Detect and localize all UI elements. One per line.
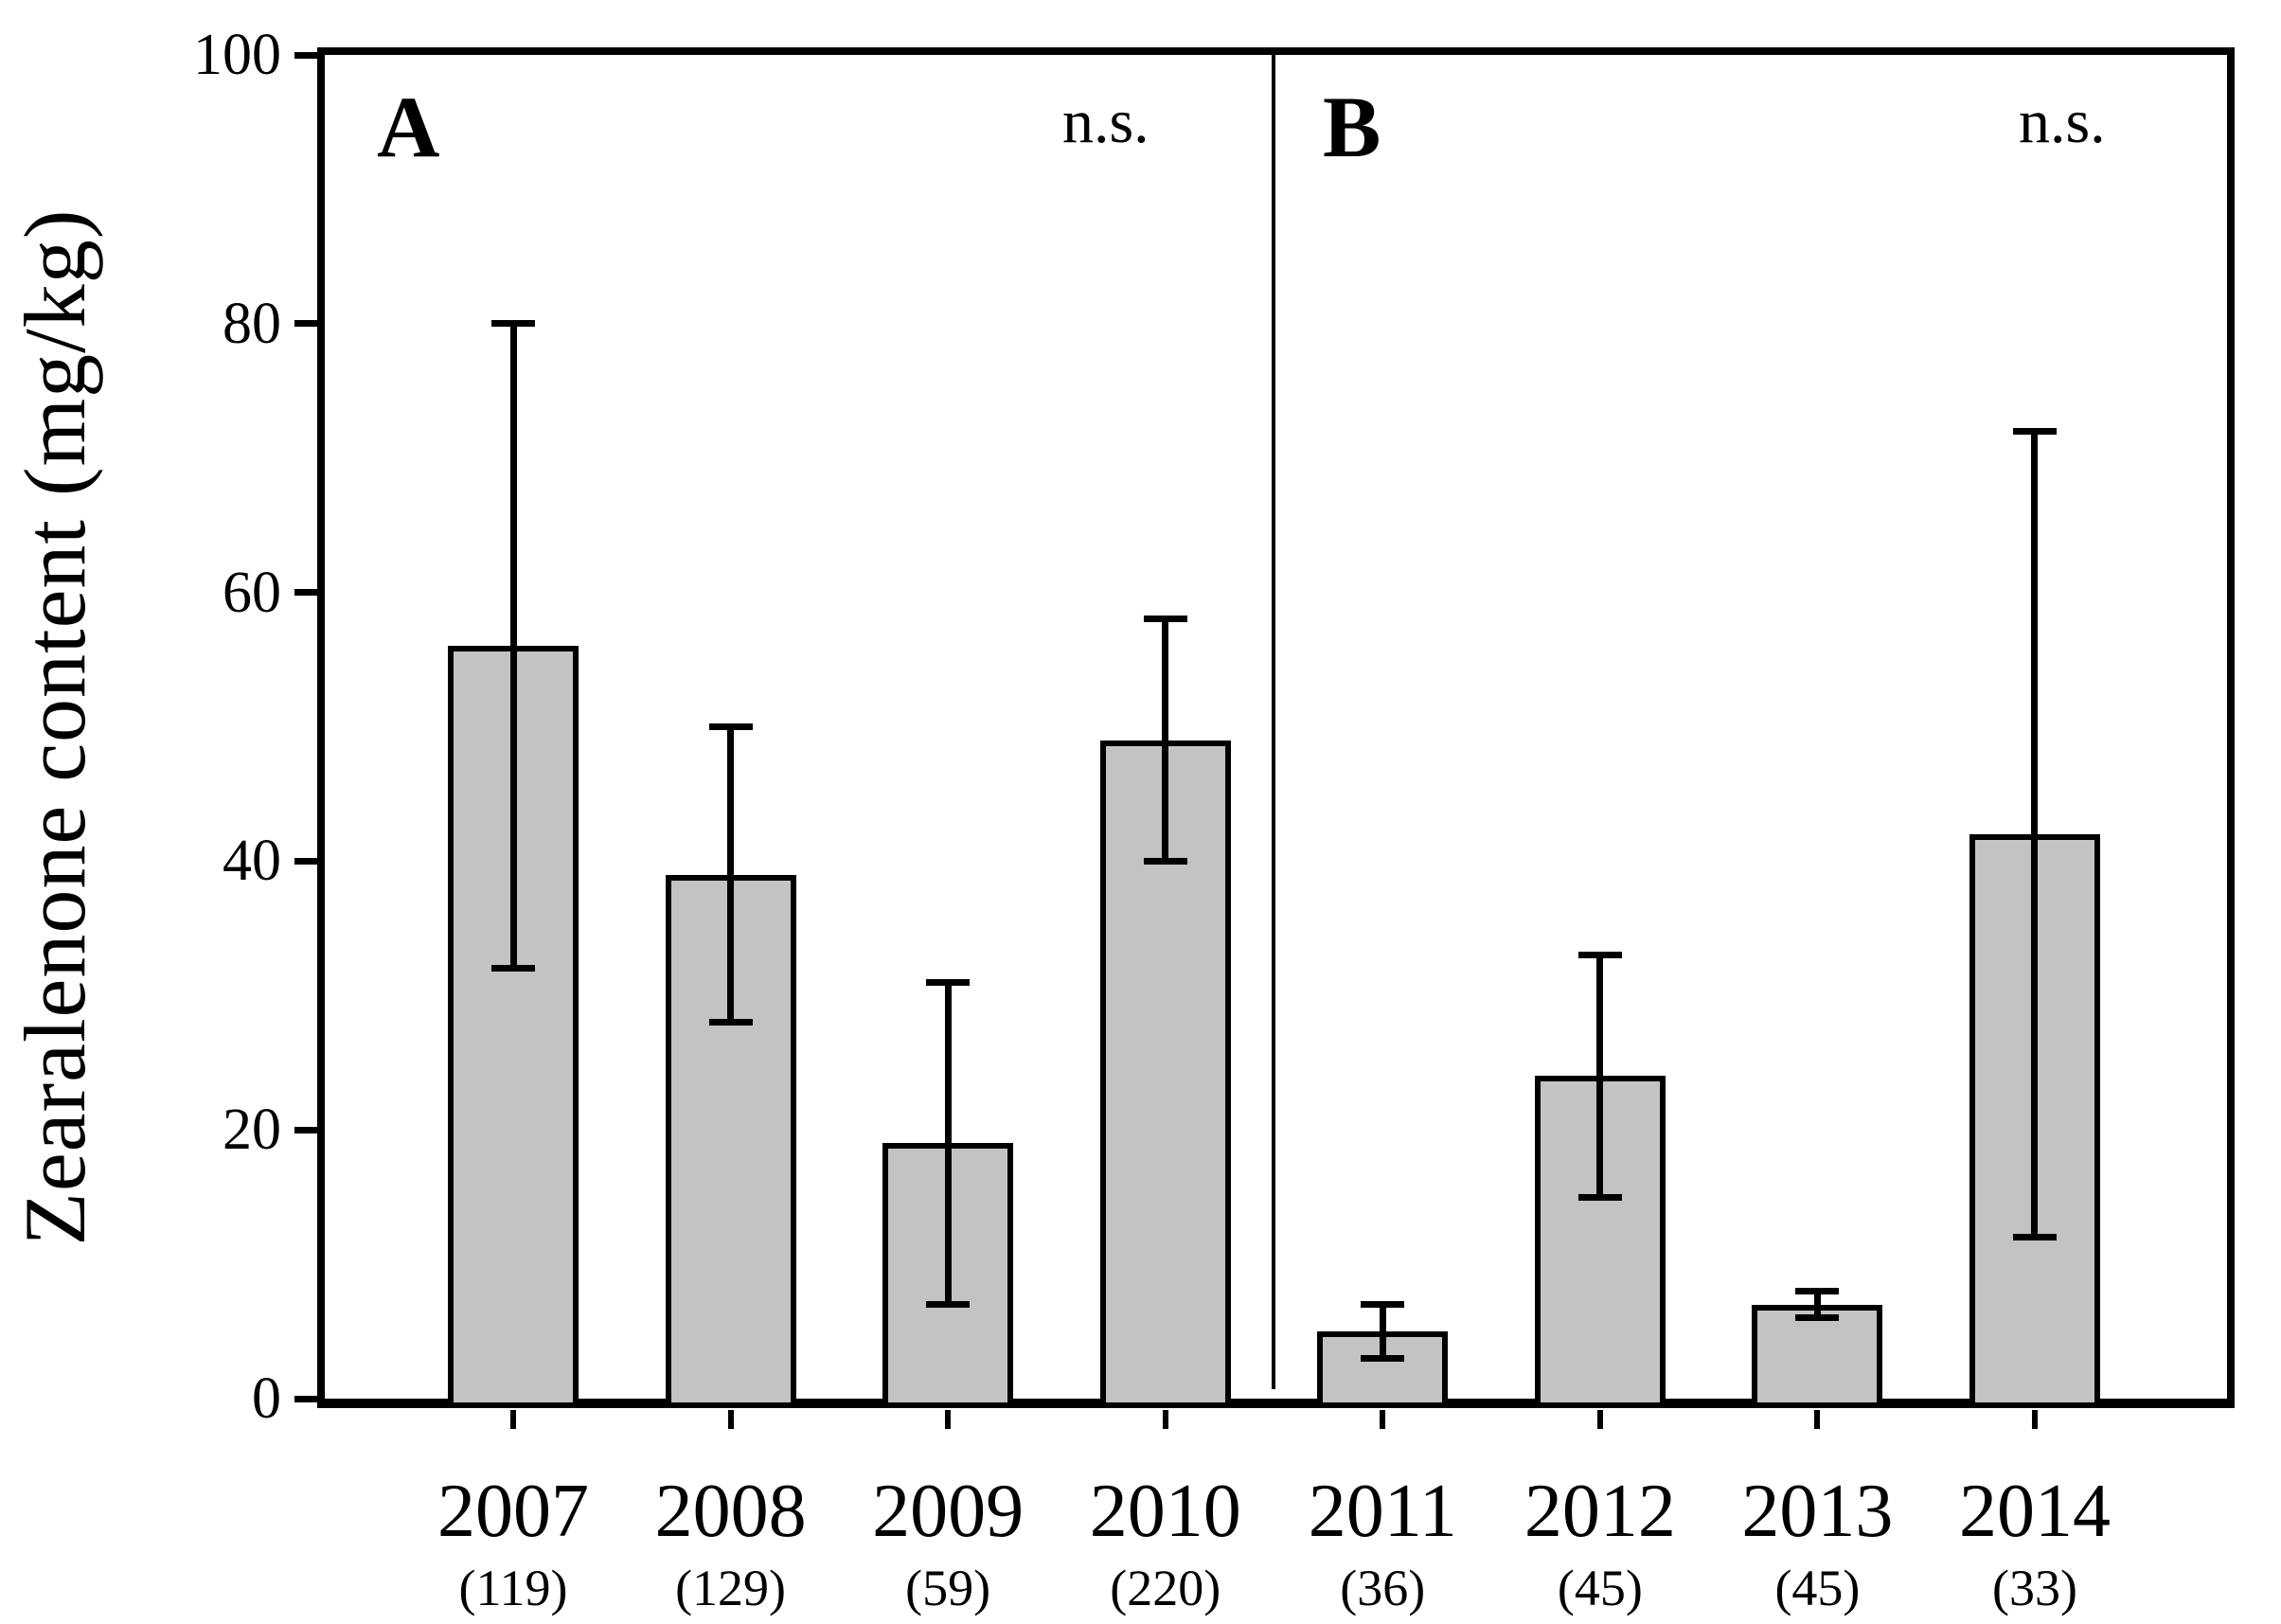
error-cap-high-2007 — [491, 320, 535, 328]
x-tick-label-2013: 2013 — [1741, 1470, 1894, 1553]
x-axis-tick-2014 — [2031, 1410, 2038, 1429]
error-bar-2013 — [1813, 1291, 1821, 1318]
error-bar-2012 — [1596, 955, 1604, 1198]
x-tick-label-2012: 2012 — [1524, 1470, 1676, 1553]
panel-b-ns-annotation: n.s. — [2019, 87, 2106, 156]
error-cap-low-2008 — [708, 1019, 753, 1026]
error-cap-low-2009 — [926, 1301, 971, 1309]
y-tick-label: 20 — [223, 1098, 281, 1163]
sample-size-label-2014: (33) — [1992, 1560, 2077, 1616]
error-bar-2011 — [1379, 1304, 1386, 1359]
sample-size-label-2009: (59) — [905, 1560, 991, 1616]
error-cap-high-2011 — [1361, 1301, 1405, 1309]
y-axis-tick — [294, 857, 317, 865]
sample-size-label-2007: (119) — [458, 1560, 568, 1616]
error-cap-low-2014 — [2012, 1234, 2057, 1241]
panel-divider — [1272, 55, 1275, 1389]
error-bar-2014 — [2031, 431, 2039, 1238]
panel-b-label: B — [1323, 79, 1381, 175]
panel-a-ns-annotation: n.s. — [1062, 87, 1149, 156]
error-cap-high-2009 — [926, 978, 971, 986]
x-tick-label-2008: 2008 — [654, 1470, 807, 1553]
bar-2013 — [1752, 1304, 1883, 1408]
error-cap-low-2007 — [491, 965, 535, 973]
y-tick-label: 100 — [193, 23, 281, 87]
x-axis-tick-2007 — [510, 1410, 516, 1429]
x-tick-label-2014: 2014 — [1958, 1470, 2111, 1553]
y-axis-tick — [294, 1126, 317, 1133]
plot-area — [317, 47, 2235, 1408]
error-cap-high-2010 — [1143, 616, 1187, 623]
error-cap-high-2012 — [1577, 952, 1622, 959]
error-cap-low-2012 — [1577, 1193, 1622, 1201]
y-tick-label: 80 — [223, 291, 281, 356]
error-cap-high-2008 — [708, 723, 753, 730]
panel-a-label: A — [377, 79, 440, 175]
y-tick-label: 0 — [252, 1366, 281, 1431]
y-axis-tick — [294, 51, 317, 59]
x-tick-label-2011: 2011 — [1308, 1470, 1457, 1553]
sample-size-label-2010: (220) — [1110, 1560, 1221, 1616]
error-bar-2007 — [509, 323, 517, 969]
y-tick-label: 60 — [223, 560, 281, 625]
error-bar-2009 — [944, 982, 952, 1305]
error-cap-high-2013 — [1795, 1287, 1840, 1294]
y-axis-tick — [294, 589, 317, 597]
x-axis-tick-2008 — [727, 1410, 734, 1429]
error-cap-low-2011 — [1361, 1354, 1405, 1362]
x-tick-label-2010: 2010 — [1089, 1470, 1241, 1553]
error-bar-2008 — [727, 726, 735, 1023]
x-tick-label-2009: 2009 — [872, 1470, 1025, 1553]
sample-size-label-2008: (129) — [675, 1560, 787, 1616]
x-axis-tick-2010 — [1162, 1410, 1168, 1429]
error-cap-high-2014 — [2012, 427, 2057, 435]
sample-size-label-2012: (45) — [1557, 1560, 1643, 1616]
x-tick-label-2007: 2007 — [437, 1470, 589, 1553]
x-axis-tick-2011 — [1380, 1410, 1386, 1429]
x-axis-tick-2009 — [945, 1410, 952, 1429]
sample-size-label-2011: (36) — [1340, 1560, 1426, 1616]
x-axis-tick-2012 — [1596, 1410, 1603, 1429]
y-axis-tick — [294, 1395, 317, 1402]
x-axis-tick-2013 — [1814, 1410, 1821, 1429]
error-cap-low-2010 — [1143, 857, 1187, 865]
y-tick-label: 40 — [223, 829, 281, 894]
sample-size-label-2013: (45) — [1774, 1560, 1861, 1616]
y-axis-tick — [294, 320, 317, 328]
error-cap-low-2013 — [1795, 1314, 1840, 1322]
error-bar-2010 — [1162, 618, 1169, 862]
